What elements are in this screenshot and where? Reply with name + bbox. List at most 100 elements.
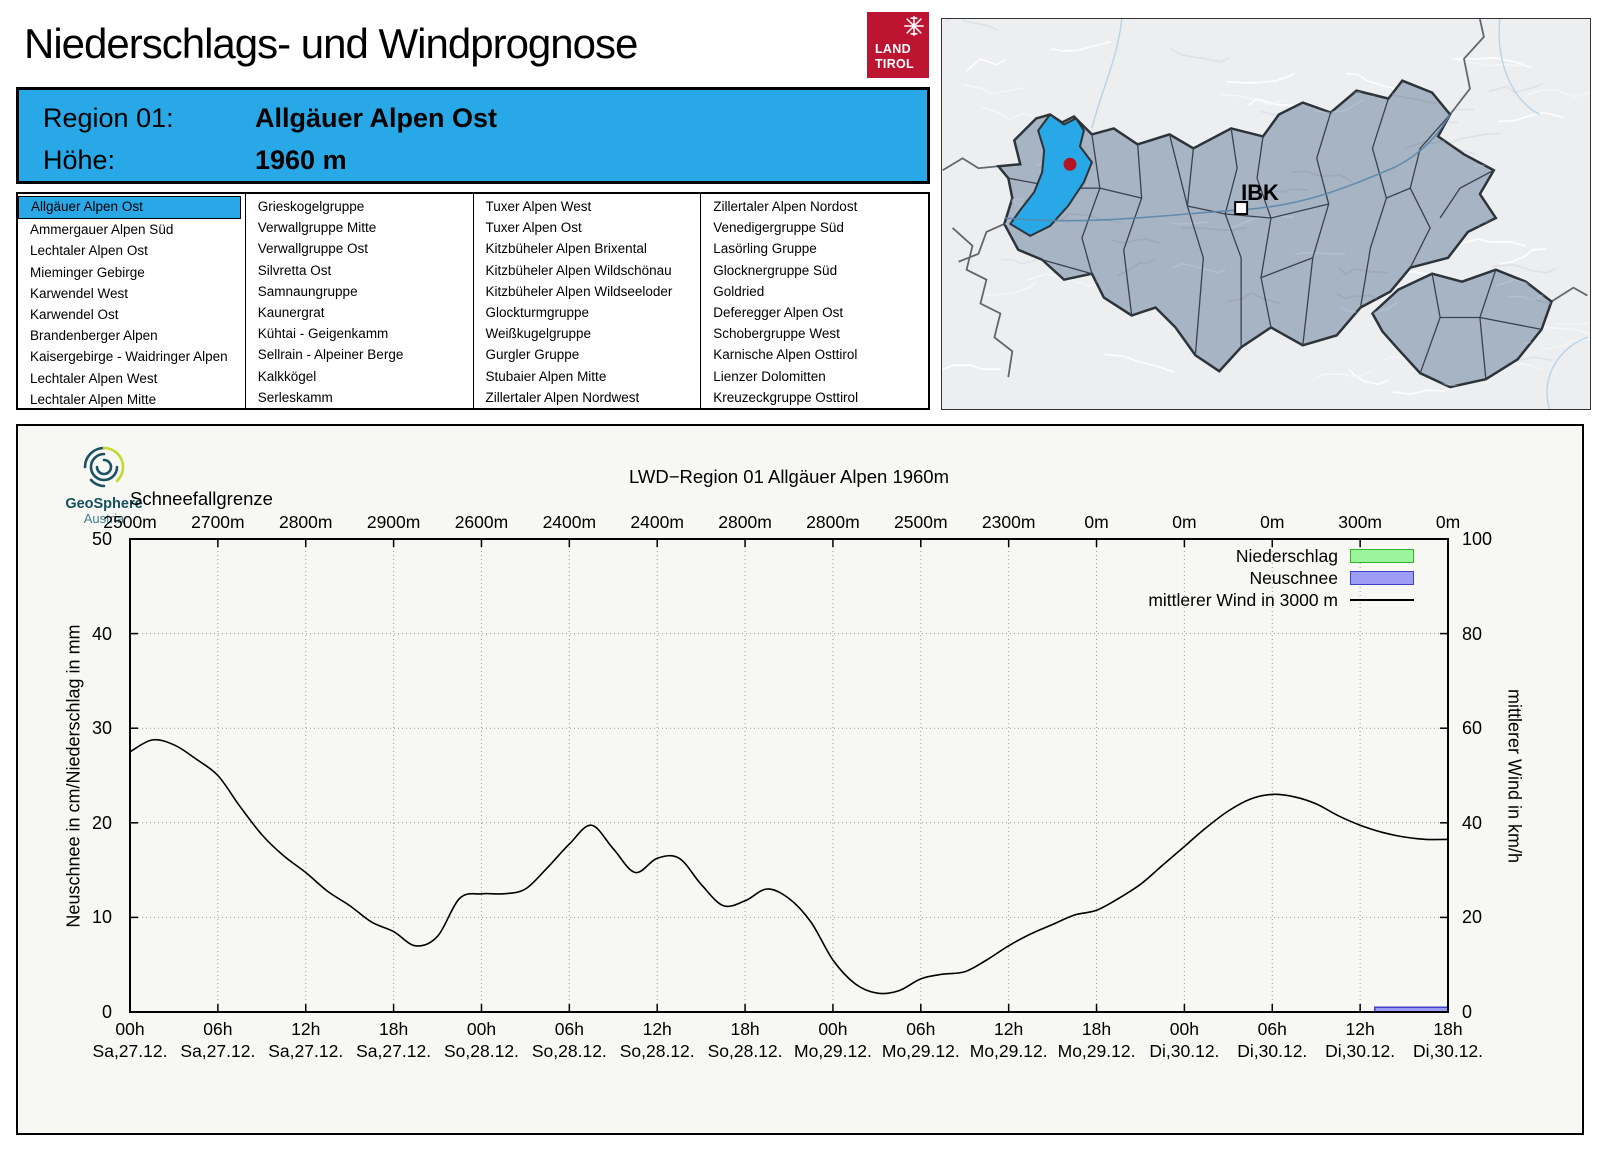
y-axis-value-right: 40: [1462, 812, 1483, 833]
region-item[interactable]: Glocknergruppe Süd: [713, 262, 838, 278]
region-item[interactable]: Zillertaler Alpen Nordost: [713, 199, 858, 214]
region-item[interactable]: Brandenberger Alpen: [30, 328, 158, 344]
y-axis-value-left: 40: [91, 623, 112, 644]
y-axis-value-right: 60: [1462, 718, 1483, 739]
region-item[interactable]: Kaunergrat: [257, 304, 325, 320]
x-tick-time: 00h: [818, 1019, 848, 1039]
wind-line: [129, 738, 1449, 995]
region-column: Zillertaler Alpen Nordost Venedigergruppe…: [701, 194, 928, 408]
region-item[interactable]: Lienzer Dolomitten: [713, 368, 826, 384]
x-tick-date: Mo,29.12.: [881, 1041, 960, 1061]
snowline-value: 2700m: [191, 512, 245, 532]
land-tirol-logo: LAND TIROL: [867, 12, 929, 78]
map-terrain-ridge: [1170, 48, 1230, 63]
map-neighbor-borders: [942, 19, 1588, 378]
map-terrain-ridge: [1227, 291, 1281, 305]
region-item[interactable]: Verwallgruppe Mitte: [257, 220, 377, 236]
y-axis-value-right: 20: [1462, 907, 1483, 928]
region-column: Allgäuer Alpen Ost Ammergauer Alpen Süd Le…: [18, 194, 246, 408]
region-item[interactable]: Lechtaler Alpen Mitte: [30, 391, 157, 407]
region-item[interactable]: Karnische Alpen Osttirol: [713, 347, 858, 363]
x-tick-time: 12h: [642, 1019, 672, 1039]
region-item[interactable]: Kitzbüheler Alpen Brixental: [485, 241, 647, 257]
y-axis-value-left: 20: [91, 812, 112, 833]
map-rivers-outside: [1091, 19, 1588, 409]
map-terrain-ridge: [1312, 369, 1375, 381]
x-tick-date: Mo,29.12.: [1057, 1041, 1136, 1061]
legend-label: Neuschnee: [1249, 567, 1338, 588]
region-item[interactable]: Tuxer Alpen Ost: [485, 220, 582, 236]
region-item[interactable]: Venedigergruppe Süd: [713, 220, 844, 236]
x-tick-time: 06h: [554, 1019, 584, 1039]
region-item[interactable]: Samnaungruppe: [257, 283, 358, 299]
region-item[interactable]: Sellrain - Alpeiner Berge: [257, 347, 404, 363]
region-item[interactable]: Grieskogelgruppe: [257, 199, 365, 214]
x-tick-label: 12h Mo,29.12.: [970, 1018, 1048, 1062]
region-item[interactable]: Stubaier Alpen Mitte: [485, 368, 607, 384]
x-tick-label: 06h So,28.12.: [532, 1018, 607, 1062]
legend-entry: mittlerer Wind in 3000 m: [1148, 589, 1414, 611]
map-region-borders: [1008, 98, 1542, 380]
region-item[interactable]: Gurgler Gruppe: [485, 347, 580, 363]
region-item[interactable]: Tuxer Alpen West: [485, 199, 592, 214]
region-item[interactable]: Karwendel West: [30, 285, 129, 301]
map-city-label: IBK: [1241, 180, 1279, 205]
snowline-value: 2600m: [454, 512, 509, 532]
region-item[interactable]: Weißkugelgruppe: [485, 326, 592, 342]
map-terrain-ridge: [1455, 57, 1532, 69]
region-label: Region 01:: [43, 103, 174, 133]
x-tick-time: 00h: [1169, 1019, 1199, 1039]
snowline-value: 2800m: [718, 512, 772, 532]
x-tick-date: Sa,27.12.: [92, 1041, 168, 1061]
region-item[interactable]: Verwallgruppe Ost: [257, 241, 369, 257]
region-item[interactable]: Deferegger Alpen Ost: [713, 304, 844, 320]
legend-entry: Niederschlag: [1148, 545, 1414, 567]
region-item[interactable]: Ammergauer Alpen Süd: [30, 222, 174, 238]
region-item[interactable]: Mieminger Gebirge: [30, 264, 145, 280]
snowline-label: Schneefallgrenze: [130, 488, 273, 509]
legend-swatch-box: [1350, 549, 1414, 563]
region-item[interactable]: Kitzbüheler Alpen Wildseeloder: [485, 283, 673, 299]
region-item[interactable]: Kreuzeckgruppe Osttirol: [713, 389, 859, 405]
forecast-chart: GeoSphere Austria LWD−Region 01 Allgäuer…: [16, 424, 1584, 1135]
region-item[interactable]: Kalkkögel: [257, 368, 317, 384]
snowline-value: 2800m: [806, 512, 860, 532]
region-item[interactable]: Lasörling Gruppe: [713, 241, 817, 257]
x-tick-time: 12h: [1345, 1019, 1375, 1039]
x-tick-time: 18h: [378, 1019, 409, 1039]
y-axis-title-right: mittlerer Wind in km/h: [1504, 688, 1525, 863]
region-item[interactable]: Zillertaler Alpen Nordwest: [485, 389, 640, 405]
x-tick-label: 12h So,28.12.: [620, 1018, 695, 1062]
map-terrain-ridge: [1488, 82, 1543, 94]
map-terrain-ridge: [1172, 262, 1226, 274]
map-terrain-ridge: [945, 19, 999, 31]
region-item[interactable]: Lechtaler Alpen West: [30, 370, 158, 386]
region-item[interactable]: Schobergruppe West: [713, 326, 840, 342]
snowline-value: 2400m: [630, 512, 684, 532]
region-item[interactable]: Kaisergebirge - Waidringer Alpen: [30, 349, 228, 365]
region-item[interactable]: Serleskamm: [257, 389, 333, 405]
snowline-value: 2900m: [366, 512, 421, 532]
region-item[interactable]: Goldried: [713, 283, 765, 299]
region-column: Grieskogelgruppe Verwallgruppe Mitte Verwa…: [246, 194, 474, 408]
x-tick-label: 06h Mo,29.12.: [882, 1018, 960, 1062]
altitude-label: Höhe:: [43, 145, 116, 175]
map-station-marker: [1063, 157, 1077, 171]
region-item[interactable]: Kitzbüheler Alpen Wildschönau: [485, 262, 672, 278]
region-column: Tuxer Alpen West Tuxer Alpen Ost Kitzbühel…: [474, 194, 702, 408]
x-tick-date: Mo,29.12.: [794, 1041, 872, 1061]
region-item[interactable]: Silvretta Ost: [257, 262, 332, 278]
x-tick-time: 12h: [994, 1019, 1024, 1039]
region-item[interactable]: Allgäuer Alpen Ost: [18, 196, 241, 220]
map-terrain-ridge: [963, 83, 1025, 95]
region-item[interactable]: Karwendel Ost: [30, 306, 119, 322]
map-terrain-ridge: [966, 57, 1006, 72]
x-tick-time: 06h: [1257, 1019, 1287, 1039]
region-item[interactable]: Glockturmgruppe: [485, 304, 590, 320]
region-value: Allgäuer Alpen Ost: [255, 103, 498, 133]
region-item[interactable]: Lechtaler Alpen Ost: [30, 243, 148, 259]
x-tick-label: 18h Sa,27.12.: [356, 1018, 431, 1062]
region-item[interactable]: Kühtai - Geigenkamm: [257, 326, 389, 342]
map-terrain-ridge: [1221, 93, 1287, 106]
